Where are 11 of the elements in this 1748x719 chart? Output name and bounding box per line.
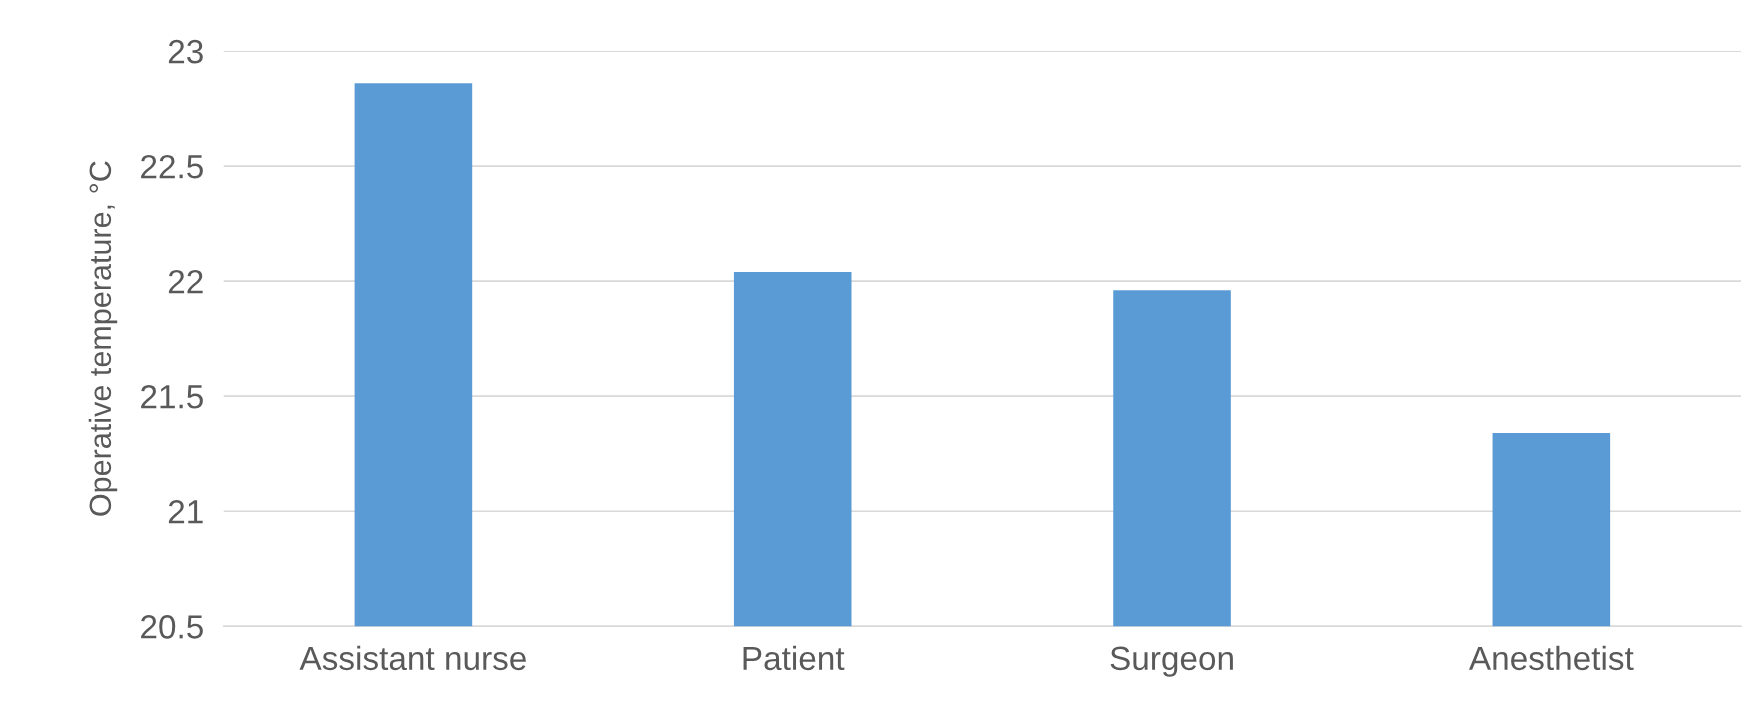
x-tick-label: Surgeon — [1110, 646, 1233, 677]
y-axis-title: Operative temperature, °C — [88, 161, 118, 516]
x-tick-label: Assistant nurse — [299, 645, 526, 671]
x-tick-label: Patient — [743, 645, 845, 671]
y-tick-label: 21 — [168, 500, 203, 524]
y-tick-label: 23 — [168, 39, 203, 64]
y-tick-label: 22 — [168, 269, 203, 294]
x-tick-label: Anesthetist — [1468, 645, 1634, 671]
y-tick-label: 21.5 — [141, 384, 203, 409]
y-tick-label: 20.5 — [141, 615, 203, 639]
y-tick-label: 22.5 — [141, 154, 203, 179]
